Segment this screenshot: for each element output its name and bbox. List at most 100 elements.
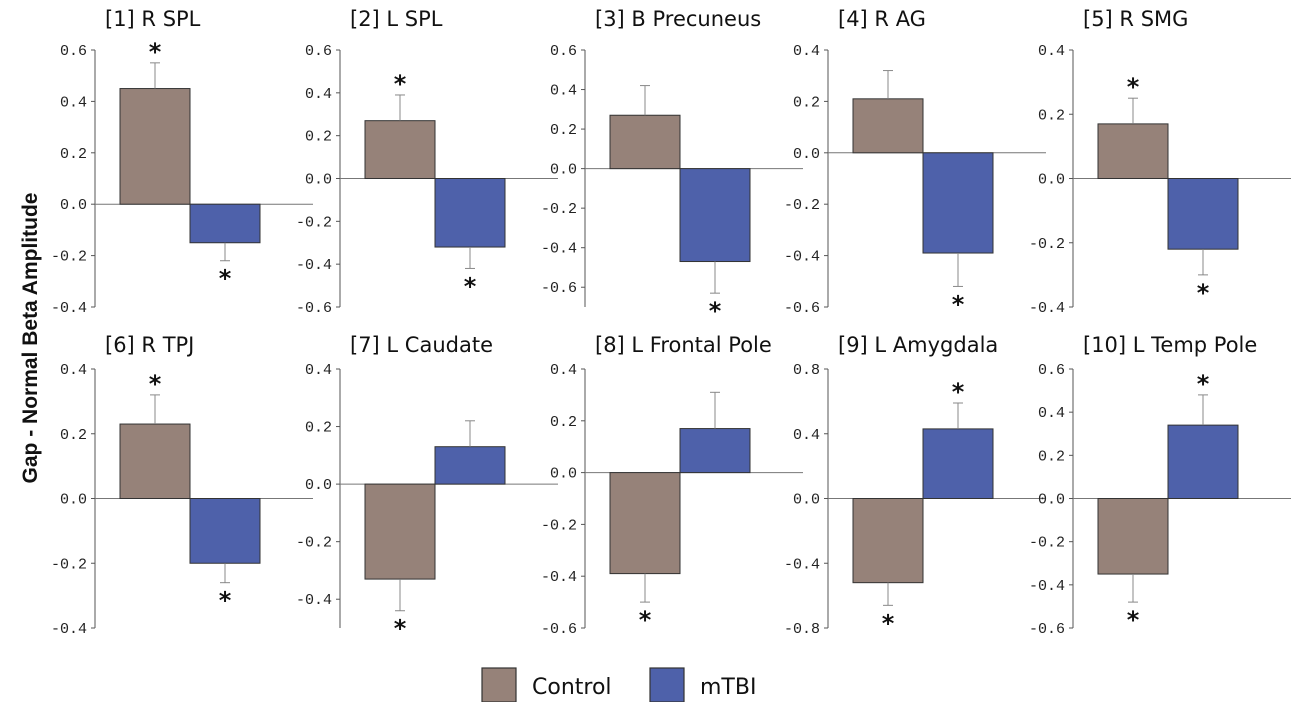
bar-control — [609, 472, 681, 575]
panel-4: [4] R AG -0.6 -0.4 -0.2 0.0 0.2 0.4 * — [784, 7, 1046, 318]
panel-9: [9] L Amygdala -0.8 -0.4 0.0 0.4 0.8 * * — [784, 333, 1046, 638]
y-tick-label: 0.6 — [60, 43, 87, 60]
y-tick-label: -0.2 — [296, 535, 332, 552]
panel-8: [8] L Frontal Pole -0.6 -0.4 -0.2 0.0 0.2 0.4 * — [541, 333, 803, 638]
bar-mtbi — [1167, 178, 1239, 250]
legend-swatch-control — [481, 667, 517, 702]
y-tick-label: 0.0 — [793, 146, 820, 163]
significance-star: * — [219, 587, 232, 615]
y-tick-label: -0.6 — [541, 621, 577, 638]
y-tick-label: 0.4 — [1038, 405, 1065, 422]
y-tick-label: -0.6 — [296, 300, 332, 317]
bar-mtbi — [922, 152, 994, 254]
y-tick-label: -0.2 — [1029, 535, 1065, 552]
y-tick-label: 0.4 — [305, 86, 332, 103]
panel-title: [9] L Amygdala — [838, 333, 998, 357]
y-tick-label: 0.6 — [305, 43, 332, 60]
y-tick-label: -0.4 — [1029, 300, 1065, 317]
bar-mtbi — [679, 168, 751, 263]
y-tick-label: -0.4 — [784, 556, 820, 573]
y-tick-label: 0.4 — [60, 94, 87, 111]
bar-mtbi — [189, 498, 261, 564]
y-tick-label: -0.4 — [296, 592, 332, 609]
y-tick-label: 0.4 — [550, 83, 577, 100]
y-tick-label: 0.2 — [1038, 448, 1065, 465]
y-tick-label: 0.2 — [305, 129, 332, 146]
y-tick-label: 0.0 — [305, 172, 332, 189]
significance-star: * — [1127, 606, 1140, 634]
significance-star: * — [1197, 370, 1210, 398]
significance-star: * — [394, 615, 407, 643]
y-tick-label: -0.6 — [1029, 621, 1065, 638]
y-tick-label: 0.2 — [1038, 107, 1065, 124]
significance-star: * — [149, 370, 162, 398]
bar-mtbi — [434, 446, 506, 485]
panel-1: [1] R SPL -0.4 -0.2 0.0 0.2 0.4 0.6 * * — [51, 7, 313, 317]
bar-control — [1097, 123, 1169, 179]
y-axis-label: Gap - Normal Beta Amplitude — [19, 193, 42, 484]
bar-control — [364, 120, 436, 180]
y-tick-label: -0.2 — [296, 214, 332, 231]
y-tick-label: -0.6 — [784, 300, 820, 317]
y-tick-label: -0.4 — [296, 257, 332, 274]
y-tick-label: 0.2 — [550, 414, 577, 431]
y-tick-label: 0.2 — [550, 122, 577, 139]
y-tick-label: 0.4 — [793, 43, 820, 60]
y-tick-label: 0.4 — [1038, 43, 1065, 60]
panel-7: [7] L Caudate -0.4 -0.2 0.0 0.2 0.4 * — [296, 333, 558, 643]
y-tick-label: -0.4 — [541, 569, 577, 586]
y-tick-label: 0.4 — [60, 362, 87, 379]
panel-title: [8] L Frontal Pole — [595, 333, 772, 357]
y-tick-label: 0.0 — [60, 197, 87, 214]
legend-label-mtbi: mTBI — [700, 675, 756, 700]
bar-control — [852, 498, 924, 584]
bar-control — [852, 98, 924, 154]
bar-mtbi — [1167, 424, 1239, 499]
y-tick-label: 0.8 — [793, 362, 820, 379]
y-tick-label: 0.0 — [550, 162, 577, 179]
bar-mtbi — [922, 428, 994, 499]
y-tick-label: 0.2 — [793, 94, 820, 111]
y-tick-label: -0.2 — [541, 201, 577, 218]
y-tick-label: 0.2 — [305, 420, 332, 437]
significance-star: * — [639, 606, 652, 634]
significance-star: * — [1197, 279, 1210, 307]
y-tick-label: 0.0 — [305, 477, 332, 494]
panel-title: [2] L SPL — [350, 7, 443, 31]
significance-star: * — [1127, 73, 1140, 101]
panel-6: [6] R TPJ -0.4 -0.2 0.0 0.2 0.4 * * — [51, 333, 313, 638]
panel-title: [4] R AG — [838, 7, 926, 31]
panel-title: [1] R SPL — [105, 7, 201, 31]
legend: Control mTBI — [481, 667, 756, 702]
significance-star: * — [149, 38, 162, 66]
y-tick-label: -0.4 — [1029, 578, 1065, 595]
y-tick-label: 0.0 — [793, 492, 820, 509]
bar-mtbi — [434, 178, 506, 248]
significance-star: * — [464, 272, 477, 300]
bar-mtbi — [679, 428, 751, 474]
y-tick-label: -0.4 — [784, 249, 820, 266]
y-tick-label: -0.2 — [51, 249, 87, 266]
bar-control — [119, 88, 191, 205]
panel-3: [3] B Precuneus -0.6 -0.4 -0.2 0.0 0.2 0.4 0.6 * — [541, 7, 803, 325]
significance-star: * — [219, 265, 232, 293]
panel-title: [3] B Precuneus — [595, 7, 761, 31]
panel-title: [6] R TPJ — [105, 333, 194, 357]
panel-2: [2] L SPL -0.6 -0.4 -0.2 0.0 0.2 0.4 0.6 * * — [296, 7, 558, 317]
y-tick-label: 0.0 — [550, 466, 577, 483]
bar-control — [364, 483, 436, 580]
y-tick-label: -0.2 — [784, 197, 820, 214]
y-tick-label: 0.2 — [60, 427, 87, 444]
y-tick-label: -0.4 — [51, 300, 87, 317]
panels: [1] R SPL -0.4 -0.2 0.0 0.2 0.4 0.6 * * [2] L SPL… — [51, 7, 1291, 643]
y-tick-label: -0.4 — [541, 241, 577, 258]
significance-star: * — [709, 297, 722, 325]
significance-star: * — [952, 290, 965, 318]
legend-label-control: Control — [532, 675, 612, 700]
bar-mtbi — [189, 203, 261, 244]
y-tick-label: 0.6 — [550, 43, 577, 60]
y-tick-label: -0.8 — [784, 621, 820, 638]
legend-swatch-mtbi — [649, 667, 685, 702]
panel-title: [10] L Temp Pole — [1083, 333, 1257, 357]
